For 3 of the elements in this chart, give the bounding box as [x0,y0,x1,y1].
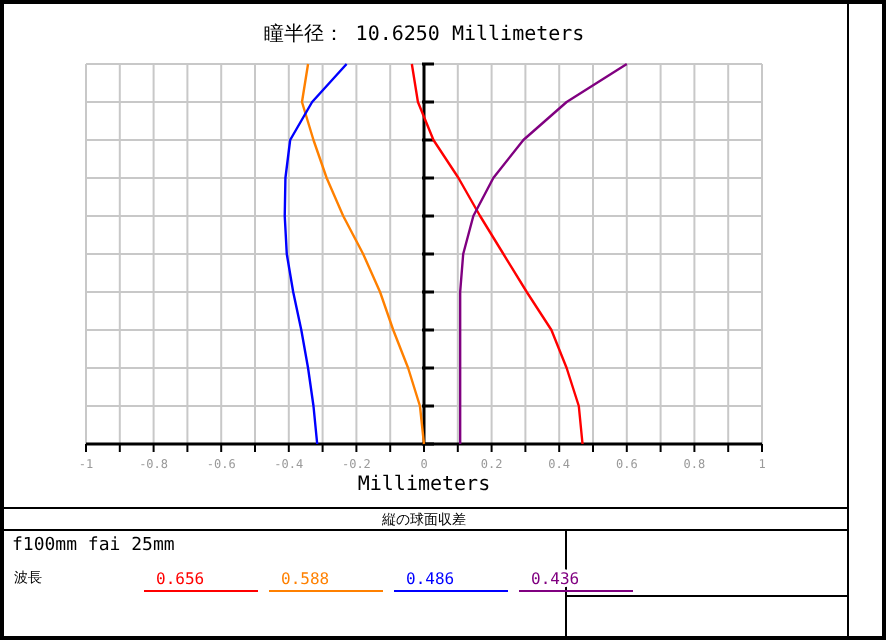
x-axis-title: Millimeters [357,474,491,496]
chart-title: 瞳半径： 10.6250 Millimeters [263,22,585,46]
text: f100mm fai 25mm [12,536,175,556]
